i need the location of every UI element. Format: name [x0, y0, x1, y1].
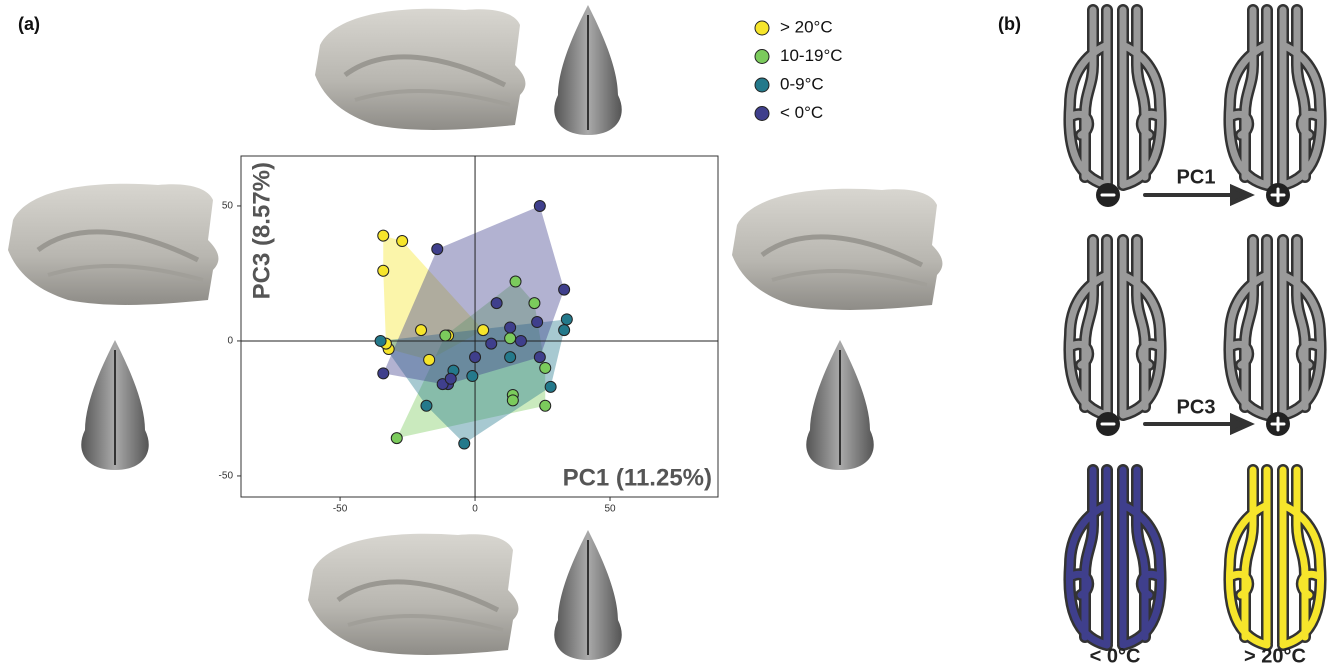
point [490, 297, 503, 310]
y-tick-label: 0 [227, 336, 233, 347]
point [377, 264, 390, 277]
point [539, 399, 552, 412]
point [377, 367, 390, 380]
point [531, 316, 544, 329]
legend-marker [754, 49, 770, 64]
point [533, 351, 546, 364]
legend-label: < 0°C [780, 103, 823, 122]
legend-marker [754, 77, 770, 93]
point [485, 337, 498, 350]
point [466, 370, 479, 383]
point [509, 275, 522, 288]
point [560, 313, 573, 326]
point [390, 432, 403, 445]
y-tick-label: 50 [222, 201, 234, 212]
point [504, 351, 517, 364]
point [477, 324, 490, 337]
point [504, 321, 517, 334]
point [558, 283, 571, 296]
point [377, 229, 390, 242]
diagrams [1069, 10, 1320, 645]
point [514, 334, 527, 347]
x-tick-label: 0 [472, 504, 478, 515]
point [423, 353, 436, 366]
point [539, 361, 552, 374]
temp-label: > 20°C [1244, 645, 1306, 667]
x-tick-label: 50 [604, 504, 616, 515]
hull [383, 235, 484, 360]
point [558, 324, 571, 337]
point [444, 372, 457, 385]
panel-label: (a) [18, 14, 40, 34]
point [415, 324, 428, 337]
y-tick-label: -50 [219, 471, 234, 482]
point [504, 332, 517, 345]
point [469, 351, 482, 364]
point [458, 437, 471, 450]
panel-label: (b) [998, 14, 1021, 34]
point [374, 334, 387, 347]
arrow-label: PC1 [1177, 166, 1216, 188]
legend-label: 10-19°C [780, 46, 843, 65]
legend-marker [754, 20, 770, 36]
point [396, 235, 409, 248]
x-tick-label: -50 [333, 504, 348, 515]
point [439, 329, 452, 342]
legend-marker [754, 106, 770, 121]
legend-label: 0-9°C [780, 74, 824, 93]
y-axis-label: PC3 (8.57%) [248, 162, 275, 299]
temp-label: < 0°C [1090, 645, 1141, 667]
x-axis-label: PC1 (11.25%) [563, 464, 712, 491]
point [544, 380, 557, 393]
legend-label: > 20°C [780, 17, 833, 36]
arrow-label: PC3 [1177, 396, 1216, 418]
point [533, 199, 546, 212]
point [431, 243, 444, 256]
point [506, 394, 519, 407]
point [420, 399, 433, 412]
point [528, 297, 541, 310]
